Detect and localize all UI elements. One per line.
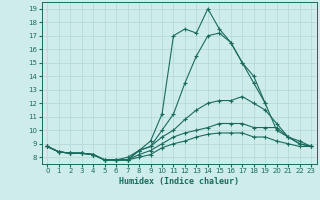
X-axis label: Humidex (Indice chaleur): Humidex (Indice chaleur) — [119, 177, 239, 186]
